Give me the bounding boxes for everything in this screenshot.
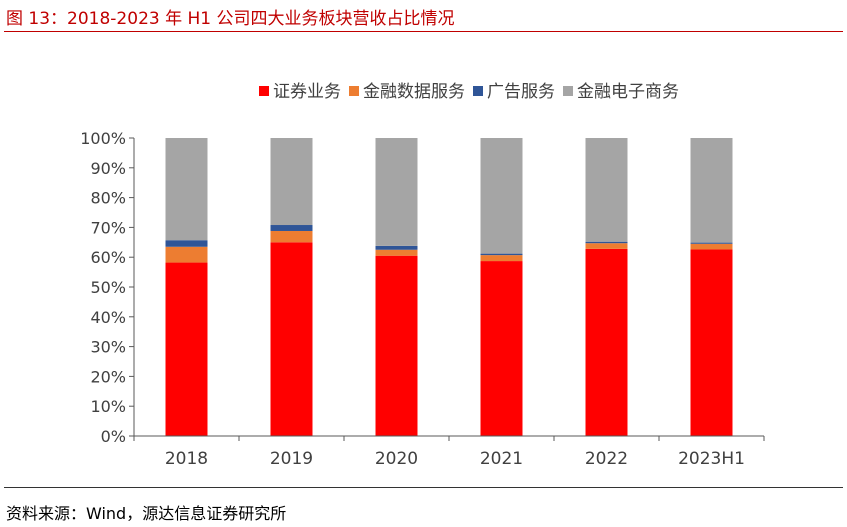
bar-segment-2018-3: [165, 138, 208, 241]
legend-swatch-3: [563, 86, 573, 96]
bar-segment-2023H1-2: [690, 242, 733, 244]
bar-segment-2019-0: [270, 242, 313, 436]
legend-swatch-0: [259, 86, 269, 96]
bar-segment-2021-1: [480, 255, 523, 262]
title-rule: [4, 31, 843, 32]
y-tick-label: 50%: [90, 278, 126, 297]
bar-segment-2020-3: [375, 138, 418, 246]
bar-segment-2021-3: [480, 138, 523, 254]
y-tick-label: 80%: [90, 189, 126, 208]
bar-segment-2020-0: [375, 255, 418, 436]
bar-segment-2018-0: [165, 262, 208, 436]
legend-label-3: 金融电子商务: [577, 82, 679, 102]
bar-segment-2022-2: [585, 241, 628, 244]
legend-label-2: 广告服务: [487, 82, 555, 102]
legend-label-0: 证券业务: [273, 82, 341, 102]
footer-rule: [4, 487, 843, 488]
x-tick-label: 2019: [270, 449, 313, 469]
bar-segment-2018-2: [165, 240, 208, 247]
y-tick-label: 20%: [90, 367, 126, 386]
y-tick-label: 60%: [90, 248, 126, 267]
legend-swatch-2: [473, 86, 483, 96]
bar-segment-2023H1-3: [690, 138, 733, 243]
x-tick-label: 2020: [375, 449, 418, 469]
bar-segment-2019-3: [270, 138, 313, 226]
bar-segment-2021-2: [480, 253, 523, 256]
bar-segment-2020-2: [375, 245, 418, 250]
bar-segment-2022-3: [585, 138, 628, 242]
bar-segment-2019-2: [270, 225, 313, 231]
bar-segment-2018-1: [165, 246, 208, 263]
x-tick-label: 2018: [165, 449, 208, 469]
x-tick-label: 2021: [480, 449, 523, 469]
y-tick-label: 70%: [90, 218, 126, 237]
y-tick-label: 90%: [90, 159, 126, 178]
source-note: 资料来源：Wind，源达信息证券研究所: [6, 504, 287, 523]
bar-segment-2022-1: [585, 243, 628, 249]
y-tick-label: 100%: [80, 129, 126, 148]
legend-swatch-1: [349, 86, 359, 96]
bar-segment-2020-1: [375, 249, 418, 256]
y-tick-label: 30%: [90, 338, 126, 357]
bar-segment-2022-0: [585, 248, 628, 436]
figure-title: 图 13：2018-2023 年 H1 公司四大业务板块营收占比情况: [6, 9, 455, 29]
chart-legend: 证券业务 金融数据服务 广告服务 金融电子商务: [259, 82, 679, 102]
bars: [165, 138, 733, 436]
bar-segment-2023H1-1: [690, 243, 733, 250]
bar-segment-2019-1: [270, 230, 313, 243]
x-tick-label: 2023H1: [678, 449, 745, 469]
y-tick-label: 40%: [90, 308, 126, 327]
x-tick-label: 2022: [585, 449, 628, 469]
y-tick-label: 10%: [90, 397, 126, 416]
legend-label-1: 金融数据服务: [363, 82, 465, 102]
bar-segment-2023H1-0: [690, 249, 733, 436]
y-axis: 0% 10% 20% 30% 40% 50% 60% 70% 80% 90% 100%: [80, 129, 135, 446]
y-tick-label: 0%: [101, 427, 126, 446]
x-axis: 2018 2019 2020 2021 2022 2023H1: [133, 435, 765, 469]
bar-segment-2021-0: [480, 261, 523, 436]
